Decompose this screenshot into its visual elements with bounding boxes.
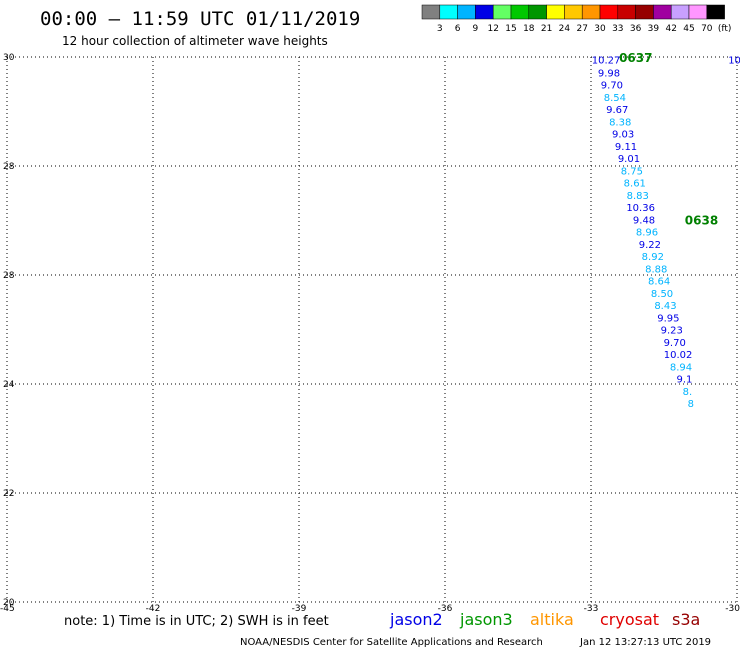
wave-height-label: 8. (683, 387, 693, 398)
colorbar-label: 6 (455, 24, 461, 34)
colorbar-label: 18 (523, 24, 535, 34)
satellite-legend-cryosat: cryosat (600, 610, 659, 629)
y-tick-label: 28 (3, 271, 15, 281)
colorbar-label: 33 (612, 24, 623, 34)
wave-height-label: 10 (728, 56, 740, 67)
wave-height-label: 8.92 (642, 252, 664, 263)
colorbar-label: (ft) (718, 24, 732, 34)
satellite-legend-s3a: s3a (672, 610, 700, 629)
colorbar-label: 3 (437, 24, 443, 34)
colorbar-legend: 3 6 9 12 15 18 21 24 27 30 33 36 39 42 45 70 (ft) (421, 4, 732, 34)
chart-title: 00:00 – 11:59 UTC 01/11/2019 (40, 8, 360, 30)
wave-height-label: 8.54 (604, 93, 626, 104)
colorbar-label: 15 (505, 24, 516, 34)
chart-subtitle: 12 hour collection of altimeter wave hei… (62, 34, 328, 48)
wave-height-label: 8.38 (609, 117, 631, 128)
wave-height-label: 9.70 (664, 338, 686, 349)
x-tick-label: -45 (0, 604, 15, 614)
colorbar-label: 30 (594, 24, 606, 34)
colorbar-label: 27 (576, 24, 587, 34)
wave-height-label: 8.94 (670, 363, 692, 374)
y-tick-label: 24 (3, 380, 15, 390)
colorbar-label: 45 (683, 24, 694, 34)
x-tick-label: -30 (725, 604, 740, 614)
footer-note: note: 1) Time is in UTC; 2) SWH is in fe… (64, 614, 329, 629)
footer-credit: NOAA/NESDIS Center for Satellite Applica… (240, 637, 543, 648)
footer-timestamp: Jan 12 13:27:13 UTC 2019 (579, 637, 711, 648)
colorbar-swatch (421, 4, 441, 20)
satellite-legend-jason2: jason2 (389, 610, 443, 629)
y-tick-label: 20 (3, 598, 15, 608)
wave-height-label: 10.27 (592, 56, 621, 67)
plot-area: -45 -42 -39 -36 -33 -30 30 28 28 24 22 20 10.27 10 9.9… (0, 51, 740, 614)
colorbar-swatch (653, 4, 672, 20)
wave-height-label: 9.70 (601, 80, 623, 91)
colorbar-swatch (599, 4, 619, 20)
wave-height-label: 9.11 (615, 142, 637, 153)
wave-height-label: 9.03 (612, 129, 634, 140)
pass-time-label: 0638 (685, 214, 718, 228)
colorbar-label: 39 (648, 24, 660, 34)
wave-height-label: 9.01 (618, 154, 640, 165)
colorbar-label: 42 (665, 24, 676, 34)
wave-height-label: 8.64 (648, 276, 670, 287)
wave-height-label: 8.83 (627, 191, 649, 202)
colorbar-label: 36 (630, 24, 642, 34)
colorbar-swatch (670, 4, 690, 20)
wave-height-label: 8.61 (624, 178, 646, 189)
wave-height-label: 9.22 (639, 240, 661, 251)
wave-height-label: 8.75 (621, 166, 643, 177)
wave-height-label: 9.98 (598, 68, 620, 79)
y-tick-label: 28 (3, 162, 15, 172)
wave-height-label: 8.88 (645, 264, 667, 275)
wave-height-label: 9.67 (606, 105, 628, 116)
wave-height-label: 10.36 (626, 203, 655, 214)
colorbar-swatch (475, 4, 494, 20)
colorbar-swatch (510, 4, 530, 20)
y-tick-label: 30 (3, 53, 15, 63)
colorbar-swatch (635, 4, 654, 20)
colorbar-label: 70 (701, 24, 713, 34)
wave-height-label: 8 (688, 399, 694, 410)
wave-height-label: 9.48 (633, 215, 655, 226)
colorbar-label: 12 (487, 24, 498, 34)
pass-time-label: 0637 (619, 51, 652, 65)
colorbar-swatch (688, 4, 708, 20)
wave-height-label: 8.43 (654, 301, 676, 312)
colorbar-label: 21 (541, 24, 552, 34)
colorbar-swatch (564, 4, 583, 20)
wave-height-label: 10.02 (664, 350, 693, 361)
colorbar-swatch (439, 4, 458, 20)
colorbar-swatch (528, 4, 547, 20)
satellite-legend-altika: altika (530, 610, 574, 629)
wave-height-label: 9.1 (676, 375, 692, 386)
y-tick-label: 22 (3, 489, 14, 499)
colorbar-swatch (617, 4, 636, 20)
satellite-legend-jason3: jason3 (459, 610, 513, 629)
wave-height-label: 8.50 (651, 289, 673, 300)
colorbar-swatch (492, 4, 512, 20)
x-tick-label: -36 (438, 604, 453, 614)
colorbar-swatch (706, 4, 725, 20)
colorbar-swatch (546, 4, 565, 20)
data-points: 10.27 109.989.708.549.678.389.039.119.018… (592, 51, 740, 410)
chart-footer: note: 1) Time is in UTC; 2) SWH is in fe… (64, 610, 711, 648)
colorbar-swatch (457, 4, 476, 20)
colorbar-swatch (581, 4, 601, 20)
wave-height-label: 9.23 (661, 326, 683, 337)
x-tick-label: -39 (292, 604, 307, 614)
colorbar-label: 9 (473, 24, 479, 34)
x-tick-label: -42 (146, 604, 161, 614)
x-tick-label: -33 (584, 604, 599, 614)
colorbar-label: 24 (559, 24, 571, 34)
wave-height-label: 8.96 (636, 227, 658, 238)
wave-height-label: 9.95 (657, 314, 679, 325)
